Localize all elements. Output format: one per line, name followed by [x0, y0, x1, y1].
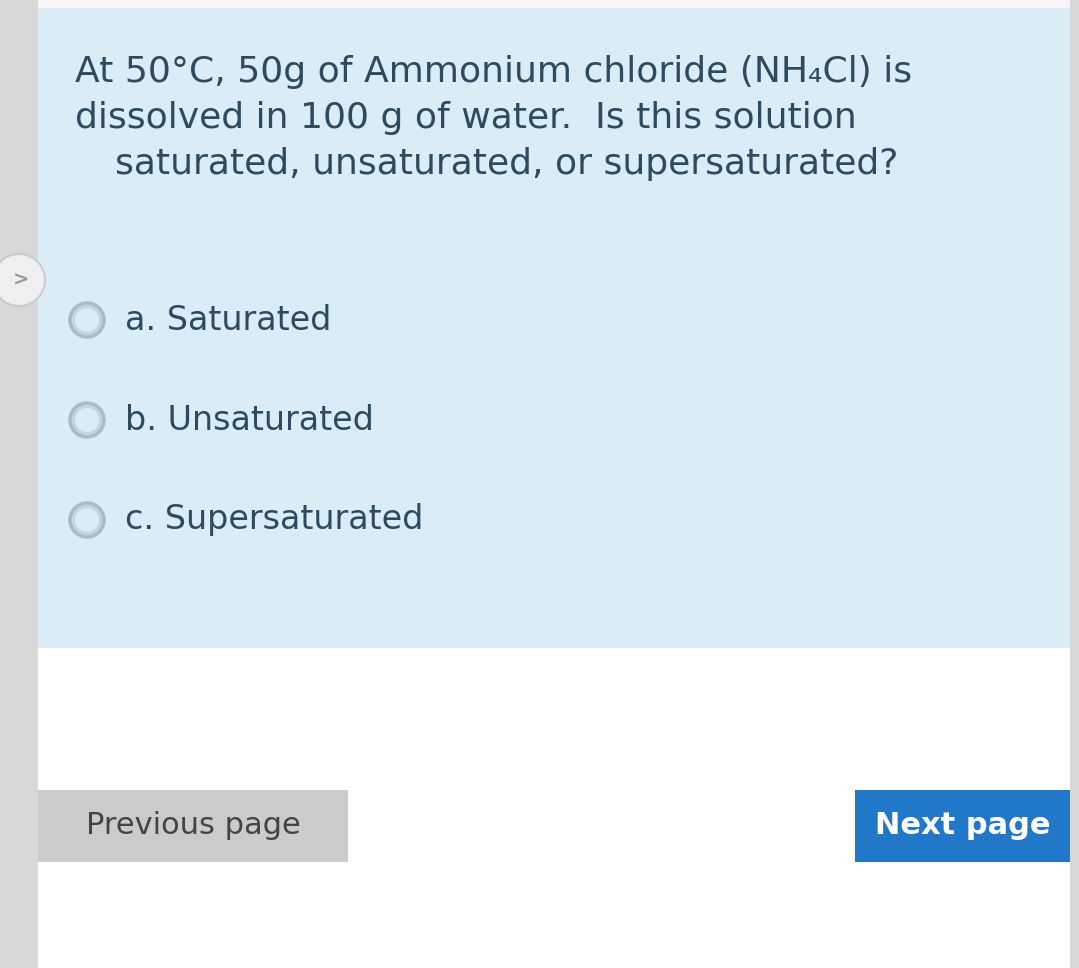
Bar [38, 648, 1070, 968]
Text: b. Unsaturated: b. Unsaturated [125, 404, 374, 437]
Circle shape [76, 508, 99, 532]
Circle shape [76, 308, 99, 332]
Text: dissolved in 100 g of water.  Is this solution: dissolved in 100 g of water. Is this sol… [76, 101, 857, 135]
Bar [38, 0, 1070, 8]
Text: a. Saturated: a. Saturated [125, 304, 331, 337]
Circle shape [70, 403, 104, 437]
Circle shape [0, 254, 45, 306]
Bar [855, 790, 1070, 862]
Text: c. Supersaturated: c. Supersaturated [125, 503, 423, 536]
Circle shape [70, 503, 104, 537]
Circle shape [76, 408, 99, 432]
Text: At 50°C, 50g of Ammonium chloride (NH₄Cl) is: At 50°C, 50g of Ammonium chloride (NH₄Cl… [76, 55, 912, 89]
Circle shape [70, 303, 104, 337]
Bar [38, 8, 1070, 648]
Text: Next page: Next page [875, 811, 1050, 840]
Text: Previous page: Previous page [85, 811, 300, 840]
Text: saturated, unsaturated, or supersaturated?: saturated, unsaturated, or supersaturate… [115, 147, 899, 181]
Bar [38, 790, 349, 862]
Text: >: > [13, 270, 29, 289]
